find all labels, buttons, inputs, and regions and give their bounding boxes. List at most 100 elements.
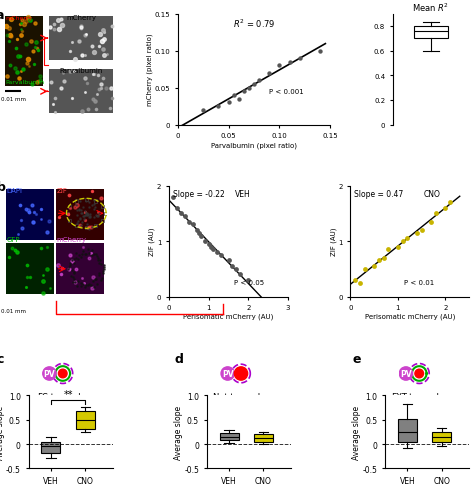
PathPatch shape <box>432 432 451 442</box>
Point <box>413 229 421 237</box>
Point <box>217 251 224 259</box>
Point <box>199 107 207 115</box>
Text: 0.01 mm: 0.01 mm <box>0 97 26 102</box>
Point <box>286 59 293 66</box>
Y-axis label: Average slope: Average slope <box>174 405 183 459</box>
Text: GFP: GFP <box>7 237 20 243</box>
X-axis label: Perisomatic mCherry (AU): Perisomatic mCherry (AU) <box>365 313 455 320</box>
Y-axis label: ZIF (AU): ZIF (AU) <box>149 227 155 256</box>
Text: Parvalbumin: Parvalbumin <box>59 68 103 74</box>
Text: mCherry: mCherry <box>57 237 87 243</box>
FancyBboxPatch shape <box>6 189 54 241</box>
Text: PV: PV <box>222 369 234 378</box>
Point <box>215 103 222 111</box>
FancyBboxPatch shape <box>5 17 44 86</box>
Circle shape <box>58 369 67 378</box>
Point <box>209 246 217 254</box>
PathPatch shape <box>41 442 60 453</box>
Point <box>351 276 359 284</box>
Text: VEH: VEH <box>235 189 250 199</box>
Text: P < 0.01: P < 0.01 <box>404 280 434 286</box>
Point <box>193 226 201 234</box>
Point <box>361 265 368 273</box>
Y-axis label: Average slope: Average slope <box>352 405 361 459</box>
Text: 0.01 mm: 0.01 mm <box>1 308 26 313</box>
Text: Slope = -0.22: Slope = -0.22 <box>173 189 224 199</box>
Point <box>201 238 209 245</box>
Point <box>225 257 232 265</box>
X-axis label: Perisomatic mCherry (AU): Perisomatic mCherry (AU) <box>183 313 273 320</box>
Text: mCherry: mCherry <box>5 16 33 20</box>
Point <box>384 246 392 254</box>
Text: Slope = 0.47: Slope = 0.47 <box>354 189 403 199</box>
Text: mCherry: mCherry <box>66 15 96 20</box>
Point <box>245 276 252 284</box>
Point <box>370 263 378 270</box>
Point <box>442 204 449 212</box>
PathPatch shape <box>398 419 417 442</box>
Y-axis label: ZIF (AU): ZIF (AU) <box>330 227 337 256</box>
Text: P < 0.05: P < 0.05 <box>235 280 264 286</box>
Circle shape <box>221 367 234 380</box>
Point <box>403 235 411 243</box>
Point <box>233 265 240 273</box>
Title: Mean $R^2$: Mean $R^2$ <box>412 1 450 14</box>
Point <box>245 84 253 92</box>
Point <box>185 218 192 226</box>
PathPatch shape <box>254 434 273 442</box>
Point <box>189 221 197 229</box>
Circle shape <box>234 367 247 380</box>
FancyBboxPatch shape <box>56 189 104 241</box>
Circle shape <box>43 367 56 380</box>
Point <box>276 62 283 70</box>
PathPatch shape <box>76 411 95 429</box>
Point <box>399 238 406 245</box>
Point <box>296 55 304 63</box>
Point <box>317 48 324 56</box>
PathPatch shape <box>219 433 238 440</box>
Point <box>418 226 426 234</box>
Text: b: b <box>0 181 6 194</box>
Point <box>230 92 237 100</box>
Point <box>394 243 401 251</box>
Point <box>255 77 263 85</box>
X-axis label: Parvalbumin (pixel ratio): Parvalbumin (pixel ratio) <box>211 142 297 148</box>
Text: a: a <box>0 9 4 22</box>
Point <box>235 96 243 103</box>
Text: Parvalbumin: Parvalbumin <box>5 80 45 84</box>
Text: EXT-tagged: EXT-tagged <box>392 393 439 402</box>
Y-axis label: Average slope: Average slope <box>0 405 5 459</box>
Point <box>240 88 247 96</box>
Point <box>250 81 258 89</box>
Text: PV: PV <box>44 369 55 378</box>
Y-axis label: mCherry (pixel ratio): mCherry (pixel ratio) <box>146 34 153 106</box>
Text: Not tagged: Not tagged <box>213 393 261 402</box>
Text: CNO: CNO <box>424 189 441 199</box>
Point <box>432 210 440 218</box>
Point <box>447 199 454 207</box>
PathPatch shape <box>414 27 448 39</box>
Point <box>207 243 214 251</box>
Point <box>181 213 189 221</box>
Point <box>375 257 383 265</box>
Text: e: e <box>353 352 361 365</box>
Text: c: c <box>0 352 3 365</box>
Point <box>213 249 220 257</box>
Text: P < 0.001: P < 0.001 <box>269 88 304 94</box>
Point <box>195 229 202 237</box>
Text: DAPI: DAPI <box>7 187 23 193</box>
FancyBboxPatch shape <box>6 244 54 295</box>
Circle shape <box>415 369 424 378</box>
Point <box>225 99 232 107</box>
FancyBboxPatch shape <box>49 17 113 61</box>
Point <box>177 210 185 218</box>
Text: FC-tagged: FC-tagged <box>37 393 81 402</box>
FancyBboxPatch shape <box>49 70 113 114</box>
Point <box>380 254 387 262</box>
Text: **: ** <box>64 389 73 399</box>
Circle shape <box>399 367 412 380</box>
Text: PV: PV <box>400 369 412 378</box>
Point <box>197 232 205 240</box>
Text: d: d <box>174 352 183 365</box>
Point <box>205 241 212 248</box>
